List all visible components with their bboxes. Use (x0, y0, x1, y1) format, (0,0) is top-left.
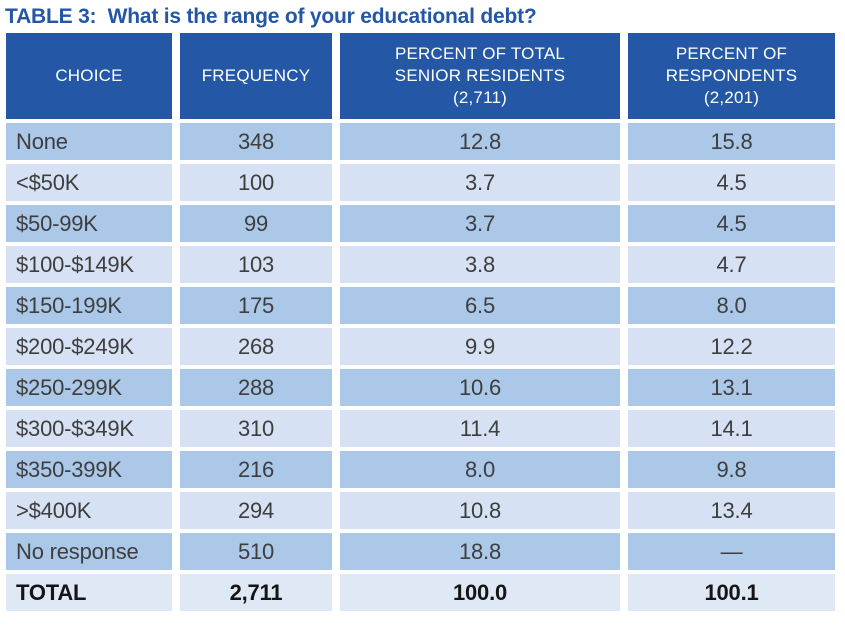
table-row: $200-$249K 268 9.9 12.2 (6, 328, 835, 365)
percent-seniors-cell: 8.0 (340, 451, 620, 488)
column-header-percent-respondents: PERCENT OF RESPONDENTS (2,201) (628, 33, 835, 119)
percent-respondents-cell: 4.5 (628, 205, 835, 242)
table-row: None 348 12.8 15.8 (6, 123, 835, 160)
frequency-cell: 216 (180, 451, 332, 488)
frequency-cell: 100 (180, 164, 332, 201)
frequency-cell: 348 (180, 123, 332, 160)
choice-cell: $350-399K (6, 451, 172, 488)
total-frequency-cell: 2,711 (180, 574, 332, 611)
table-row: $100-$149K 103 3.8 4.7 (6, 246, 835, 283)
percent-seniors-cell: 10.8 (340, 492, 620, 529)
total-percent-respondents-cell: 100.1 (628, 574, 835, 611)
choice-cell: $300-$349K (6, 410, 172, 447)
choice-cell: $50-99K (6, 205, 172, 242)
percent-respondents-cell: 15.8 (628, 123, 835, 160)
table-total-row: TOTAL 2,711 100.0 100.1 (6, 574, 835, 611)
choice-cell: $250-299K (6, 369, 172, 406)
percent-seniors-cell: 9.9 (340, 328, 620, 365)
choice-cell: $100-$149K (6, 246, 172, 283)
frequency-cell: 510 (180, 533, 332, 570)
percent-respondents-cell: 14.1 (628, 410, 835, 447)
percent-seniors-cell: 3.7 (340, 205, 620, 242)
percent-respondents-cell: 13.4 (628, 492, 835, 529)
table-header-row: CHOICE FREQUENCY PERCENT OF TOTAL SENIOR… (6, 33, 835, 119)
choice-cell: $150-199K (6, 287, 172, 324)
column-header-percent-seniors: PERCENT OF TOTAL SENIOR RESIDENTS (2,711… (340, 33, 620, 119)
table-row: $350-399K 216 8.0 9.8 (6, 451, 835, 488)
percent-seniors-cell: 3.7 (340, 164, 620, 201)
choice-cell: $200-$249K (6, 328, 172, 365)
educational-debt-table: CHOICE FREQUENCY PERCENT OF TOTAL SENIOR… (0, 29, 843, 615)
percent-respondents-cell: 4.5 (628, 164, 835, 201)
table-row: $50-99K 99 3.7 4.5 (6, 205, 835, 242)
table-row: No response 510 18.8 — (6, 533, 835, 570)
table-row: $300-$349K 310 11.4 14.1 (6, 410, 835, 447)
frequency-cell: 99 (180, 205, 332, 242)
percent-seniors-cell: 11.4 (340, 410, 620, 447)
frequency-cell: 310 (180, 410, 332, 447)
percent-respondents-cell: — (628, 533, 835, 570)
frequency-cell: 294 (180, 492, 332, 529)
table-title: TABLE 3: What is the range of your educa… (5, 5, 537, 28)
table-row: $150-199K 175 6.5 8.0 (6, 287, 835, 324)
choice-cell: <$50K (6, 164, 172, 201)
percent-seniors-cell: 18.8 (340, 533, 620, 570)
frequency-cell: 288 (180, 369, 332, 406)
percent-respondents-cell: 9.8 (628, 451, 835, 488)
column-header-choice: CHOICE (6, 33, 172, 119)
choice-cell: No response (6, 533, 172, 570)
choice-cell: None (6, 123, 172, 160)
percent-seniors-cell: 6.5 (340, 287, 620, 324)
percent-respondents-cell: 13.1 (628, 369, 835, 406)
total-percent-seniors-cell: 100.0 (340, 574, 620, 611)
table-row: $250-299K 288 10.6 13.1 (6, 369, 835, 406)
frequency-cell: 175 (180, 287, 332, 324)
frequency-cell: 103 (180, 246, 332, 283)
frequency-cell: 268 (180, 328, 332, 365)
percent-respondents-cell: 8.0 (628, 287, 835, 324)
table-row: <$50K 100 3.7 4.5 (6, 164, 835, 201)
percent-seniors-cell: 12.8 (340, 123, 620, 160)
total-label-cell: TOTAL (6, 574, 172, 611)
percent-seniors-cell: 10.6 (340, 369, 620, 406)
percent-seniors-cell: 3.8 (340, 246, 620, 283)
column-header-frequency: FREQUENCY (180, 33, 332, 119)
percent-respondents-cell: 4.7 (628, 246, 835, 283)
choice-cell: >$400K (6, 492, 172, 529)
table-row: >$400K 294 10.8 13.4 (6, 492, 835, 529)
percent-respondents-cell: 12.2 (628, 328, 835, 365)
